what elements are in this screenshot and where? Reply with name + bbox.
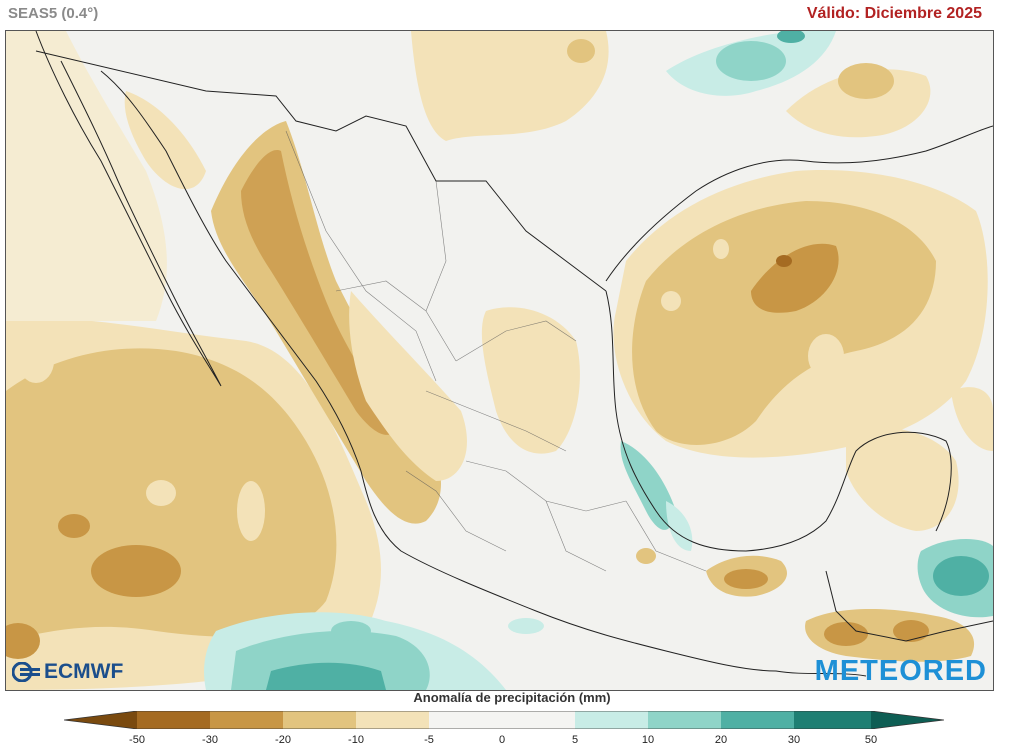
colorbar-segment-50-30 [137, 711, 210, 729]
tick-label: -20 [275, 734, 291, 746]
colorbar-segment-30-20 [210, 711, 283, 729]
ecmwf-logo-text: ECMWF [44, 660, 124, 683]
colorbar-segment-gt50 [871, 711, 944, 729]
map-canvas [6, 31, 993, 690]
tick-label: -30 [202, 734, 218, 746]
meteored-logo: METEORED [814, 655, 987, 687]
colorbar-segment-lt-50 [64, 711, 137, 729]
legend-title: Anomalía de precipitación (mm) [413, 690, 611, 705]
ecmwf-logo: ECMWF [12, 660, 123, 684]
tick-label: 20 [714, 734, 728, 746]
valid-date-label: Válido: Diciembre 2025 [806, 5, 982, 22]
tick-label: 30 [787, 734, 801, 746]
tick-label: 50 [864, 734, 878, 746]
colorbar-segment-5-0 [429, 711, 502, 729]
tick-label: -50 [129, 734, 145, 746]
ecmwf-icon [12, 662, 40, 682]
colorbar [64, 711, 944, 729]
colorbar-segment-0-5 [502, 711, 575, 729]
colorbar-segment-10-5 [356, 711, 429, 729]
tick-label: 5 [571, 734, 579, 746]
model-label: SEAS5 (0.4°) [8, 5, 99, 22]
colorbar-segment-5-10 [575, 711, 648, 729]
tick-label: -5 [424, 734, 434, 746]
colorbar-segment-30-50 [794, 711, 871, 729]
tick-label: -10 [348, 734, 364, 746]
tick-label: 0 [498, 734, 506, 746]
precipitation-anomaly-map: ECMWF METEORED [5, 30, 994, 691]
tick-label: 10 [641, 734, 655, 746]
colorbar-segment-20-30 [721, 711, 794, 729]
colorbar-segment-10-20 [648, 711, 721, 729]
colorbar-segment-20-10 [283, 711, 356, 729]
